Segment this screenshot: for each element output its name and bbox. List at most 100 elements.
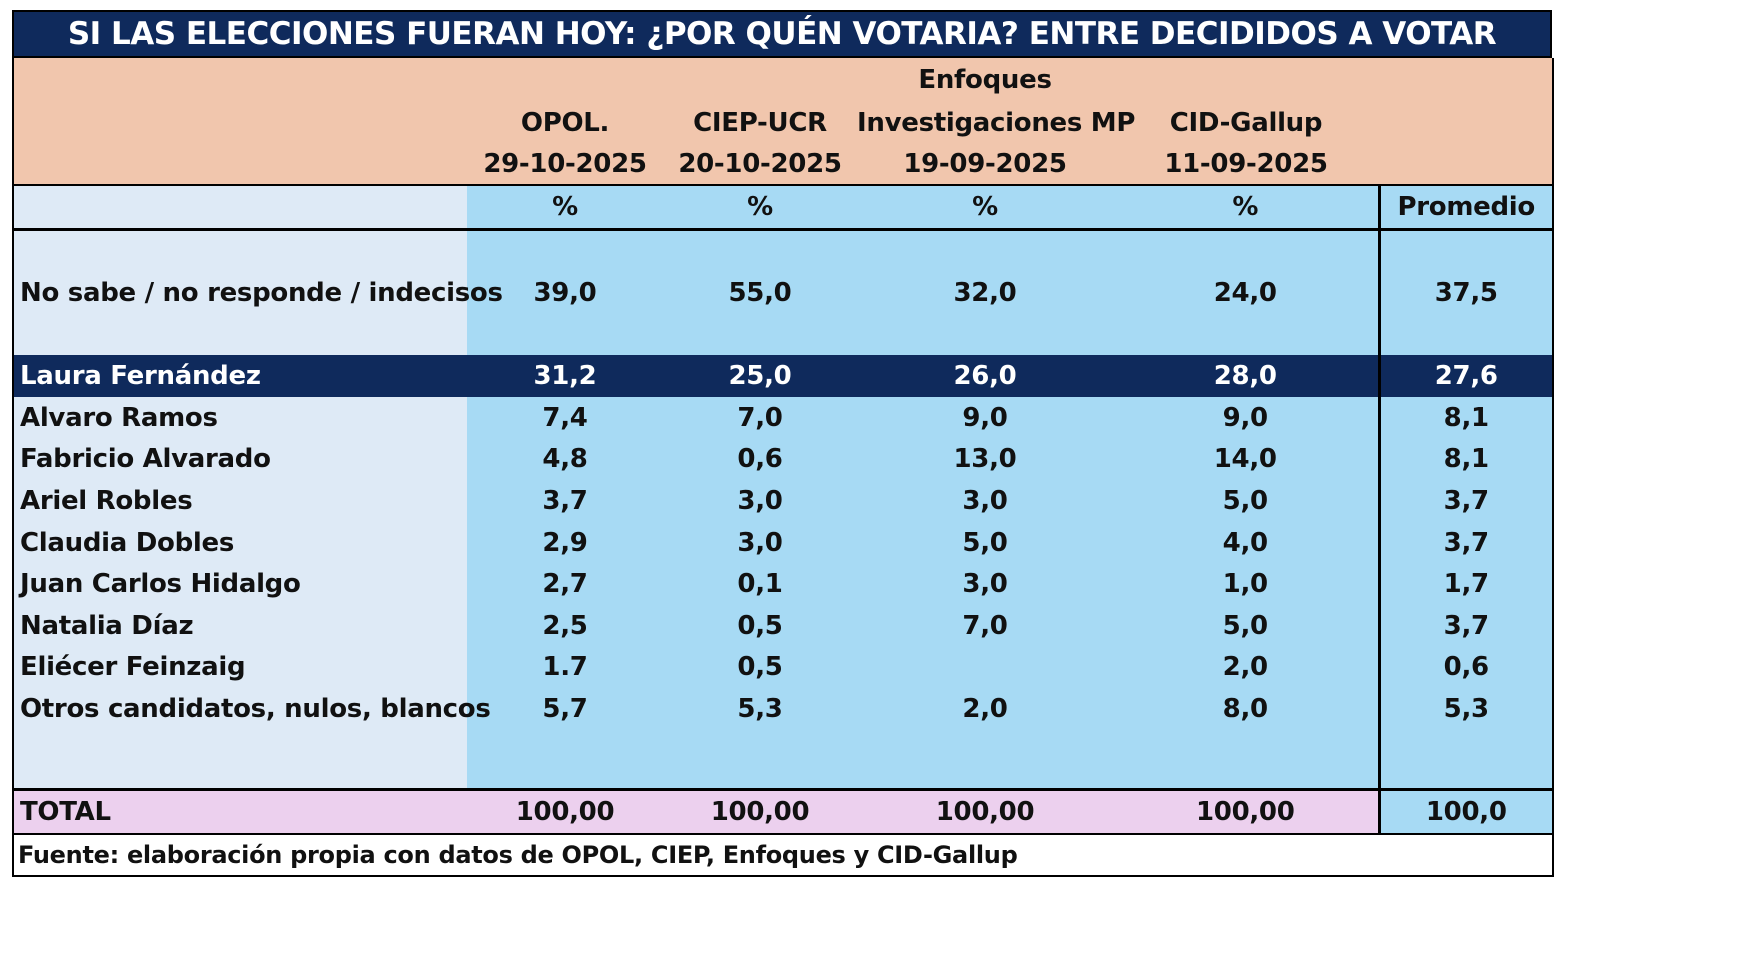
- pollster-top-3: Enfoques: [857, 58, 1113, 102]
- cell-value: 2,0: [1113, 646, 1379, 689]
- cell-value: 5,0: [857, 521, 1113, 564]
- row-label: Eliécer Feinzaig: [13, 646, 467, 689]
- unit-label: %: [467, 184, 663, 231]
- table-row: Otros candidatos, nulos, blancos 5,7 5,3…: [13, 688, 1553, 730]
- cell-value: 3,0: [663, 521, 857, 564]
- cell-average: 3,7: [1377, 480, 1553, 522]
- cell-value: 2,7: [467, 563, 663, 605]
- cell-value: 24,0: [1113, 229, 1379, 355]
- cell-value: 3,0: [857, 563, 1113, 605]
- row-label: Claudia Dobles: [13, 521, 467, 564]
- cell-value: 2,5: [467, 604, 663, 647]
- table-row: Ariel Robles 3,7 3,0 3,0 5,0 3,7: [13, 480, 1553, 522]
- cell-value: 100,00: [857, 787, 1113, 835]
- pollster-date-3: 19-09-2025: [857, 143, 1113, 185]
- cell-value: 0,6: [663, 438, 857, 481]
- cell-value: 32,0: [857, 229, 1113, 355]
- cell-value: 100,00: [467, 787, 663, 835]
- cell-value: 25,0: [663, 355, 857, 397]
- cell-value: 3,0: [857, 480, 1113, 522]
- table-row: Eliécer Feinzaig 1.7 0,5 2,0 0,6: [13, 646, 1553, 689]
- cell-average: 100,0: [1377, 787, 1553, 835]
- unit-row: % % % % Promedio: [13, 184, 1553, 231]
- cell-value: 7,0: [857, 604, 1113, 647]
- source-note: Fuente: elaboración propia con datos de …: [13, 833, 1553, 877]
- pollster-date-1: 29-10-2025: [467, 143, 663, 185]
- cell-value: 5,0: [1113, 604, 1379, 647]
- pollster-name-1: OPOL.: [467, 102, 663, 143]
- cell-average: 5,3: [1377, 688, 1553, 730]
- cell-value: 100,00: [1113, 787, 1379, 835]
- cell-value: 5,0: [1113, 480, 1379, 522]
- row-label: Alvaro Ramos: [13, 397, 467, 439]
- cell-value: 13,0: [857, 438, 1113, 481]
- row-label: Otros candidatos, nulos, blancos: [13, 688, 491, 730]
- row-label: Laura Fernández: [13, 355, 467, 397]
- spacer-row: [13, 729, 1553, 790]
- pollster-date-2: 20-10-2025: [663, 143, 857, 185]
- cell-average: 8,1: [1377, 397, 1553, 439]
- cell-average: 3,7: [1377, 604, 1553, 647]
- cell-value: 4,0: [1113, 521, 1379, 564]
- cell-value: 39,0: [467, 229, 663, 355]
- header-row-top: Enfoques: [13, 58, 1553, 102]
- cell-value: 14,0: [1113, 438, 1379, 481]
- table-row: Fabricio Alvarado 4,8 0,6 13,0 14,0 8,1: [13, 438, 1553, 481]
- total-row: TOTAL 100,00 100,00 100,00 100,00 100,0: [13, 787, 1553, 835]
- row-label: Fabricio Alvarado: [13, 438, 467, 481]
- cell-value: 9,0: [1113, 397, 1379, 439]
- pollster-top-2: [663, 58, 857, 102]
- poll-table: Enfoques OPOL. CIEP-UCR Investigaciones …: [12, 58, 1554, 877]
- table-row: Juan Carlos Hidalgo 2,7 0,1 3,0 1,0 1,7: [13, 563, 1553, 605]
- cell-value: 3,7: [467, 480, 663, 522]
- average-header: Promedio: [1377, 184, 1553, 231]
- cell-value: 5,7: [467, 688, 663, 730]
- cell-value: 7,0: [663, 397, 857, 439]
- cell-average: 8,1: [1377, 438, 1553, 481]
- row-label: TOTAL: [13, 787, 467, 835]
- cell-value: 31,2: [467, 355, 663, 397]
- cell-value: 100,00: [663, 787, 857, 835]
- cell-average: 1,7: [1377, 563, 1553, 605]
- row-label: Juan Carlos Hidalgo: [13, 563, 467, 605]
- unit-label: %: [857, 184, 1113, 231]
- cell-value: 28,0: [1113, 355, 1379, 397]
- cell-value: 1,0: [1113, 563, 1379, 605]
- row-label: Natalia Díaz: [13, 604, 467, 647]
- unit-label: %: [663, 184, 857, 231]
- cell-value: 55,0: [663, 229, 857, 355]
- cell-value: 7,4: [467, 397, 663, 439]
- pollster-top-4: [1113, 58, 1379, 102]
- row-label: Ariel Robles: [13, 480, 467, 522]
- table-row: Natalia Díaz 2,5 0,5 7,0 5,0 3,7: [13, 604, 1553, 647]
- cell-value: 0,1: [663, 563, 857, 605]
- table-row: Alvaro Ramos 7,4 7,0 9,0 9,0 8,1: [13, 397, 1553, 439]
- cell-average: 27,6: [1377, 355, 1553, 397]
- source-row: Fuente: elaboración propia con datos de …: [13, 833, 1553, 877]
- cell-value: 3,0: [663, 480, 857, 522]
- pollster-top-1: [467, 58, 663, 102]
- pollster-name-4: CID-Gallup: [1113, 102, 1379, 143]
- table-title: SI LAS ELECCIONES FUERAN HOY: ¿POR QUÉN …: [12, 10, 1552, 58]
- table-row-undecided: No sabe / no responde / indecisos 39,0 5…: [13, 229, 1553, 355]
- cell-value: 2,9: [467, 521, 663, 564]
- cell-average: 0,6: [1377, 646, 1553, 689]
- cell-value: 5,3: [663, 688, 857, 730]
- cell-value: 4,8: [467, 438, 663, 481]
- cell-average: 37,5: [1377, 229, 1553, 355]
- cell-average: 3,7: [1377, 521, 1553, 564]
- cell-value: 9,0: [857, 397, 1113, 439]
- unit-label: %: [1113, 184, 1379, 231]
- header-row-date: 29-10-2025 20-10-2025 19-09-2025 11-09-2…: [13, 143, 1553, 185]
- pollster-name-2: CIEP-UCR: [663, 102, 857, 143]
- table-row-highlight: Laura Fernández 31,2 25,0 26,0 28,0 27,6: [13, 355, 1553, 397]
- pollster-date-4: 11-09-2025: [1113, 143, 1379, 185]
- cell-value: 0,5: [663, 604, 857, 647]
- cell-value: 0,5: [663, 646, 857, 689]
- cell-value: 2,0: [857, 688, 1113, 730]
- cell-value: 1.7: [467, 646, 663, 689]
- cell-value: [857, 646, 1113, 689]
- row-label: No sabe / no responde / indecisos: [13, 229, 503, 355]
- cell-value: 26,0: [857, 355, 1113, 397]
- cell-value: 8,0: [1113, 688, 1379, 730]
